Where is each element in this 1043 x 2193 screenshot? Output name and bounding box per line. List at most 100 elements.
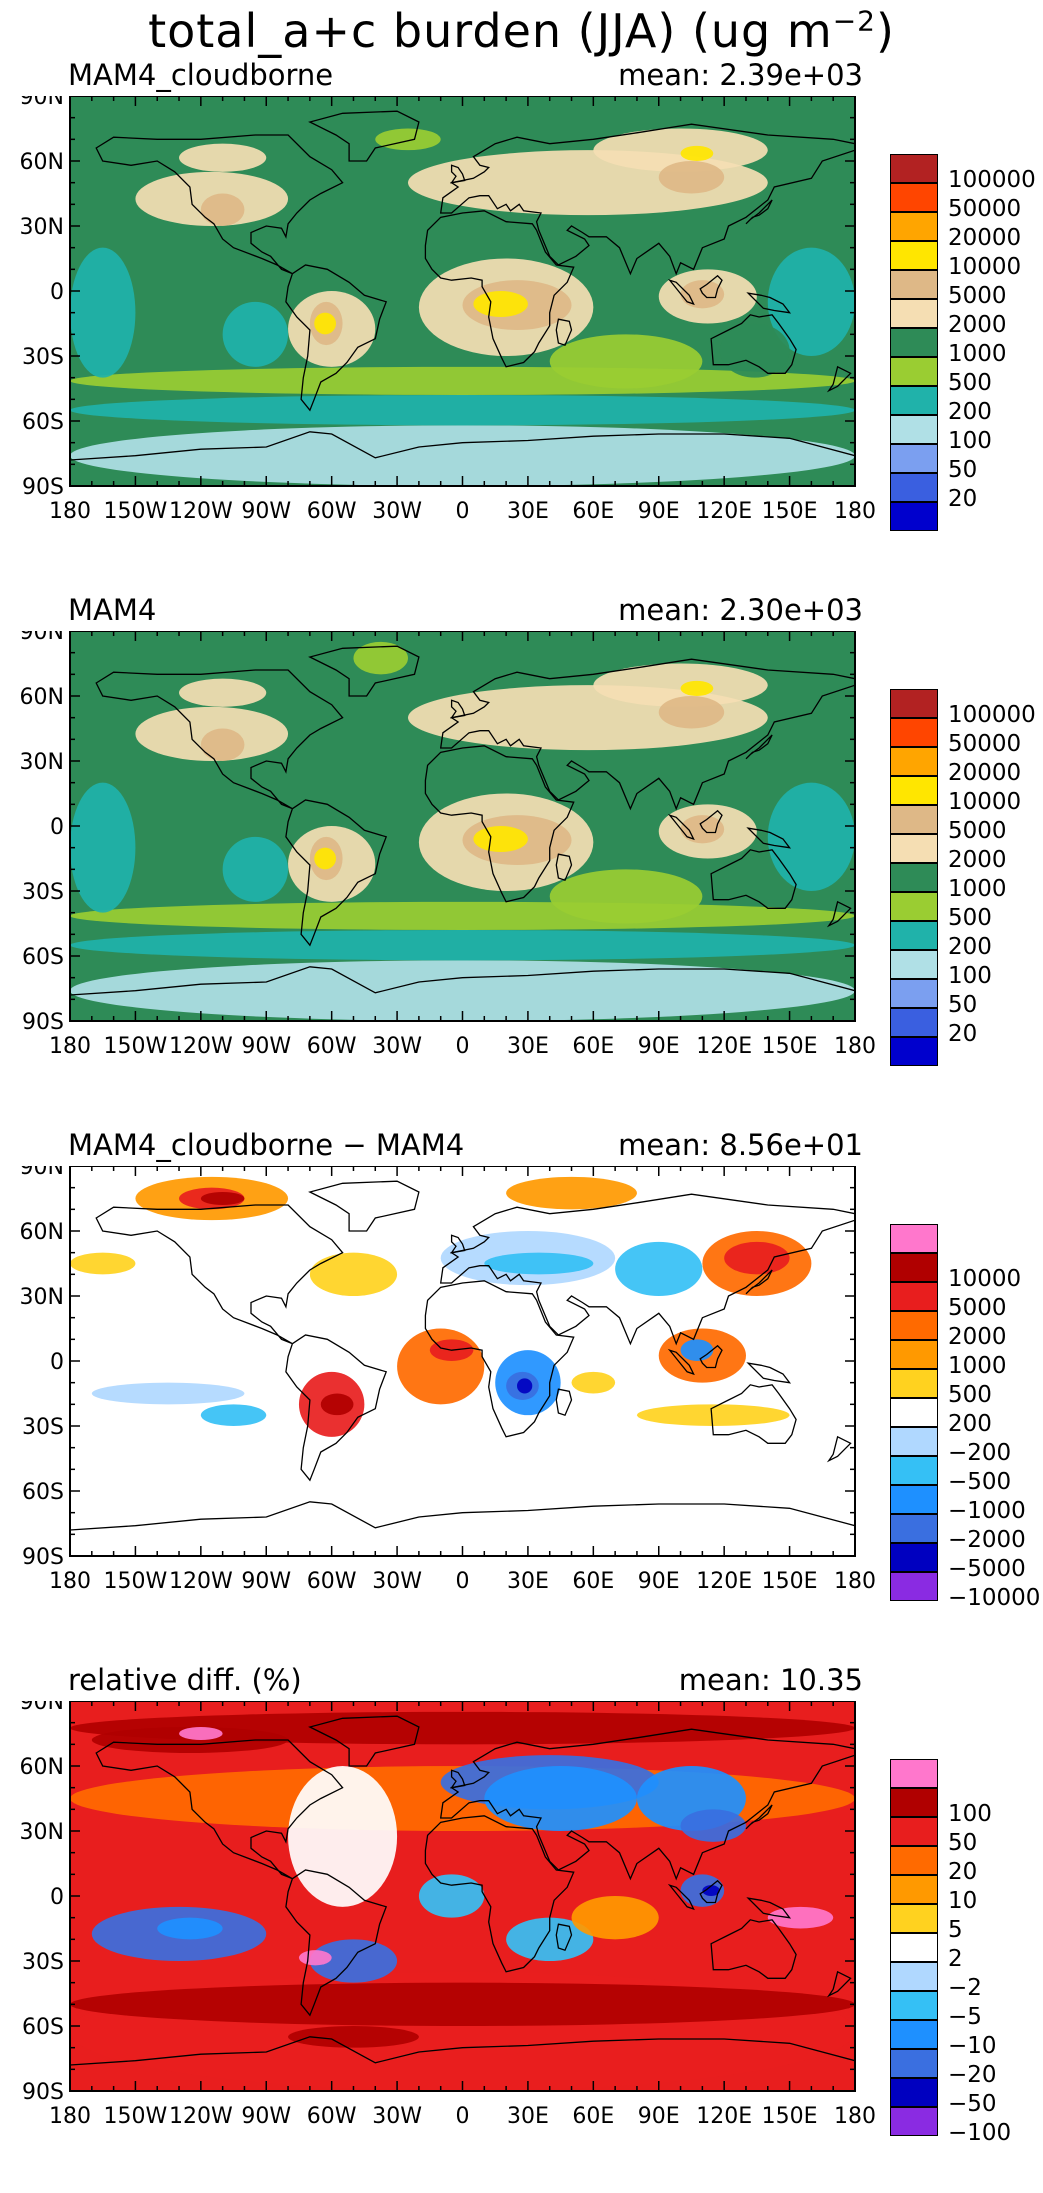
contour-region — [418, 1874, 485, 1918]
coastline-newguinea — [746, 827, 792, 849]
legend-swatch — [890, 502, 938, 531]
contour-region — [484, 1252, 594, 1275]
contour-region — [70, 1252, 136, 1275]
contour-region — [309, 1939, 398, 1983]
lat-tick-label: 60S — [22, 2015, 64, 2040]
lat-tick-label: 30N — [20, 750, 64, 775]
legend-swatch — [890, 921, 938, 950]
legend-label: 2000 — [948, 847, 1007, 873]
coastline-madagascar — [555, 318, 573, 347]
contour-region — [70, 1982, 855, 2026]
coastline-japan — [745, 734, 773, 760]
legend-label: −2000 — [948, 1527, 1026, 1553]
legend-label: 50 — [948, 992, 978, 1018]
legend-label: 200 — [948, 934, 992, 960]
legend-label: 100 — [948, 1801, 992, 1827]
lat-tick-label: 90S — [22, 1010, 64, 1035]
coastline-antarctica — [70, 2036, 855, 2091]
coastline-australia — [710, 849, 797, 909]
legend-label: 100 — [948, 428, 992, 454]
lat-tick-label: 30N — [20, 1285, 64, 1310]
coastline-uk — [450, 1769, 466, 1789]
legend-swatch — [890, 1340, 938, 1369]
legend-label: 50 — [948, 457, 978, 483]
legend-label: 20 — [948, 486, 978, 512]
coastline-uk — [450, 164, 466, 184]
legend-label: 10000 — [948, 254, 1022, 280]
lon-tick-label: 180 — [834, 499, 876, 524]
legend-swatch — [890, 212, 938, 241]
lon-tick-label: 90E — [638, 499, 680, 524]
coastline-namerica — [95, 669, 344, 810]
lon-tick-label: 30E — [507, 2104, 549, 2129]
lon-tick-label: 30W — [372, 2104, 422, 2129]
contour-region — [680, 1809, 746, 1842]
contour-region — [70, 930, 855, 961]
lat-tick-label: 90S — [22, 2080, 64, 2105]
legend-swatch — [890, 1962, 938, 1991]
lat-tick-label: 0 — [50, 280, 64, 305]
contour-region — [506, 1176, 637, 1210]
legend-swatch — [890, 979, 938, 1008]
legend-label: 5 — [948, 1917, 963, 1943]
legend-swatch — [890, 1904, 938, 1933]
contour-region — [397, 1328, 485, 1405]
lon-tick-label: 180 — [49, 1034, 91, 1059]
lon-tick-label: 90E — [638, 1569, 680, 1594]
legend-label: −200 — [948, 1440, 1012, 1466]
contour-region — [571, 1371, 616, 1394]
map-panel: relative diff. (%) mean: 10.35 180 150W 120W… — [0, 1663, 1043, 2193]
legend-swatch — [890, 1037, 938, 1066]
lat-tick-label: 60N — [20, 1220, 64, 1245]
panel-mean: mean: 2.30e+03 — [618, 593, 863, 627]
contour-region — [179, 1727, 223, 1740]
coastline-antarctica — [70, 431, 855, 486]
legend-label: −5000 — [948, 1556, 1026, 1582]
coastline-antarctica — [70, 1501, 855, 1556]
lon-tick-label: 120E — [696, 499, 752, 524]
contour-region — [298, 1950, 332, 1966]
lon-tick-label: 180 — [834, 1569, 876, 1594]
legend-swatch — [890, 444, 938, 473]
contour-region — [320, 1393, 354, 1416]
panel-title: relative diff. (%) — [68, 1663, 302, 1697]
contour-region — [179, 143, 267, 172]
legend-label: 500 — [948, 370, 992, 396]
contour-region — [288, 2026, 419, 2048]
lon-tick-label: 120W — [169, 499, 233, 524]
lon-tick-label: 60W — [307, 2104, 357, 2129]
contour-region — [517, 1378, 533, 1394]
contour-region — [314, 312, 337, 335]
lon-tick-label: 120E — [696, 1034, 752, 1059]
coastline-newguinea — [746, 292, 792, 314]
legend-label: −20 — [948, 2062, 997, 2088]
map-panel: MAM4 mean: 2.30e+03 180 150W 120W 90W 60W 30W 0 3… — [0, 593, 1043, 1123]
contour-region — [571, 1896, 659, 1940]
lon-tick-label: 0 — [456, 499, 470, 524]
contour-region — [593, 663, 768, 707]
panel-mean: mean: 2.39e+03 — [618, 58, 863, 92]
contour-region — [473, 826, 528, 852]
coastline-japan — [745, 1804, 773, 1830]
legend-label: 100000 — [948, 702, 1036, 728]
contour-region — [680, 1339, 714, 1361]
lat-tick-label: 90N — [20, 1701, 64, 1715]
legend-label: 500 — [948, 905, 992, 931]
lon-tick-label: 60W — [307, 1569, 357, 1594]
legend-label: −100 — [948, 2120, 1012, 2146]
contour-region — [70, 782, 136, 913]
contour-region — [473, 291, 528, 317]
contour-region — [549, 334, 703, 389]
legend-swatch — [890, 1282, 938, 1311]
lon-tick-label: 150E — [762, 1569, 818, 1594]
legend-swatch — [890, 1991, 938, 2020]
coastline-samerica — [285, 1334, 388, 1482]
legend-swatch — [890, 950, 938, 979]
legend-swatch — [890, 1514, 938, 1543]
coastline-borneo — [699, 1879, 723, 1904]
legend-swatch — [890, 1543, 938, 1572]
lon-tick-label: 120W — [169, 2104, 233, 2129]
legend-swatch — [890, 2078, 938, 2107]
contour-map: 180 150W 120W 90W 60W 30W 0 30E 60E 90E 120E 150E 18… — [20, 1701, 876, 2129]
legend-swatch — [890, 386, 938, 415]
